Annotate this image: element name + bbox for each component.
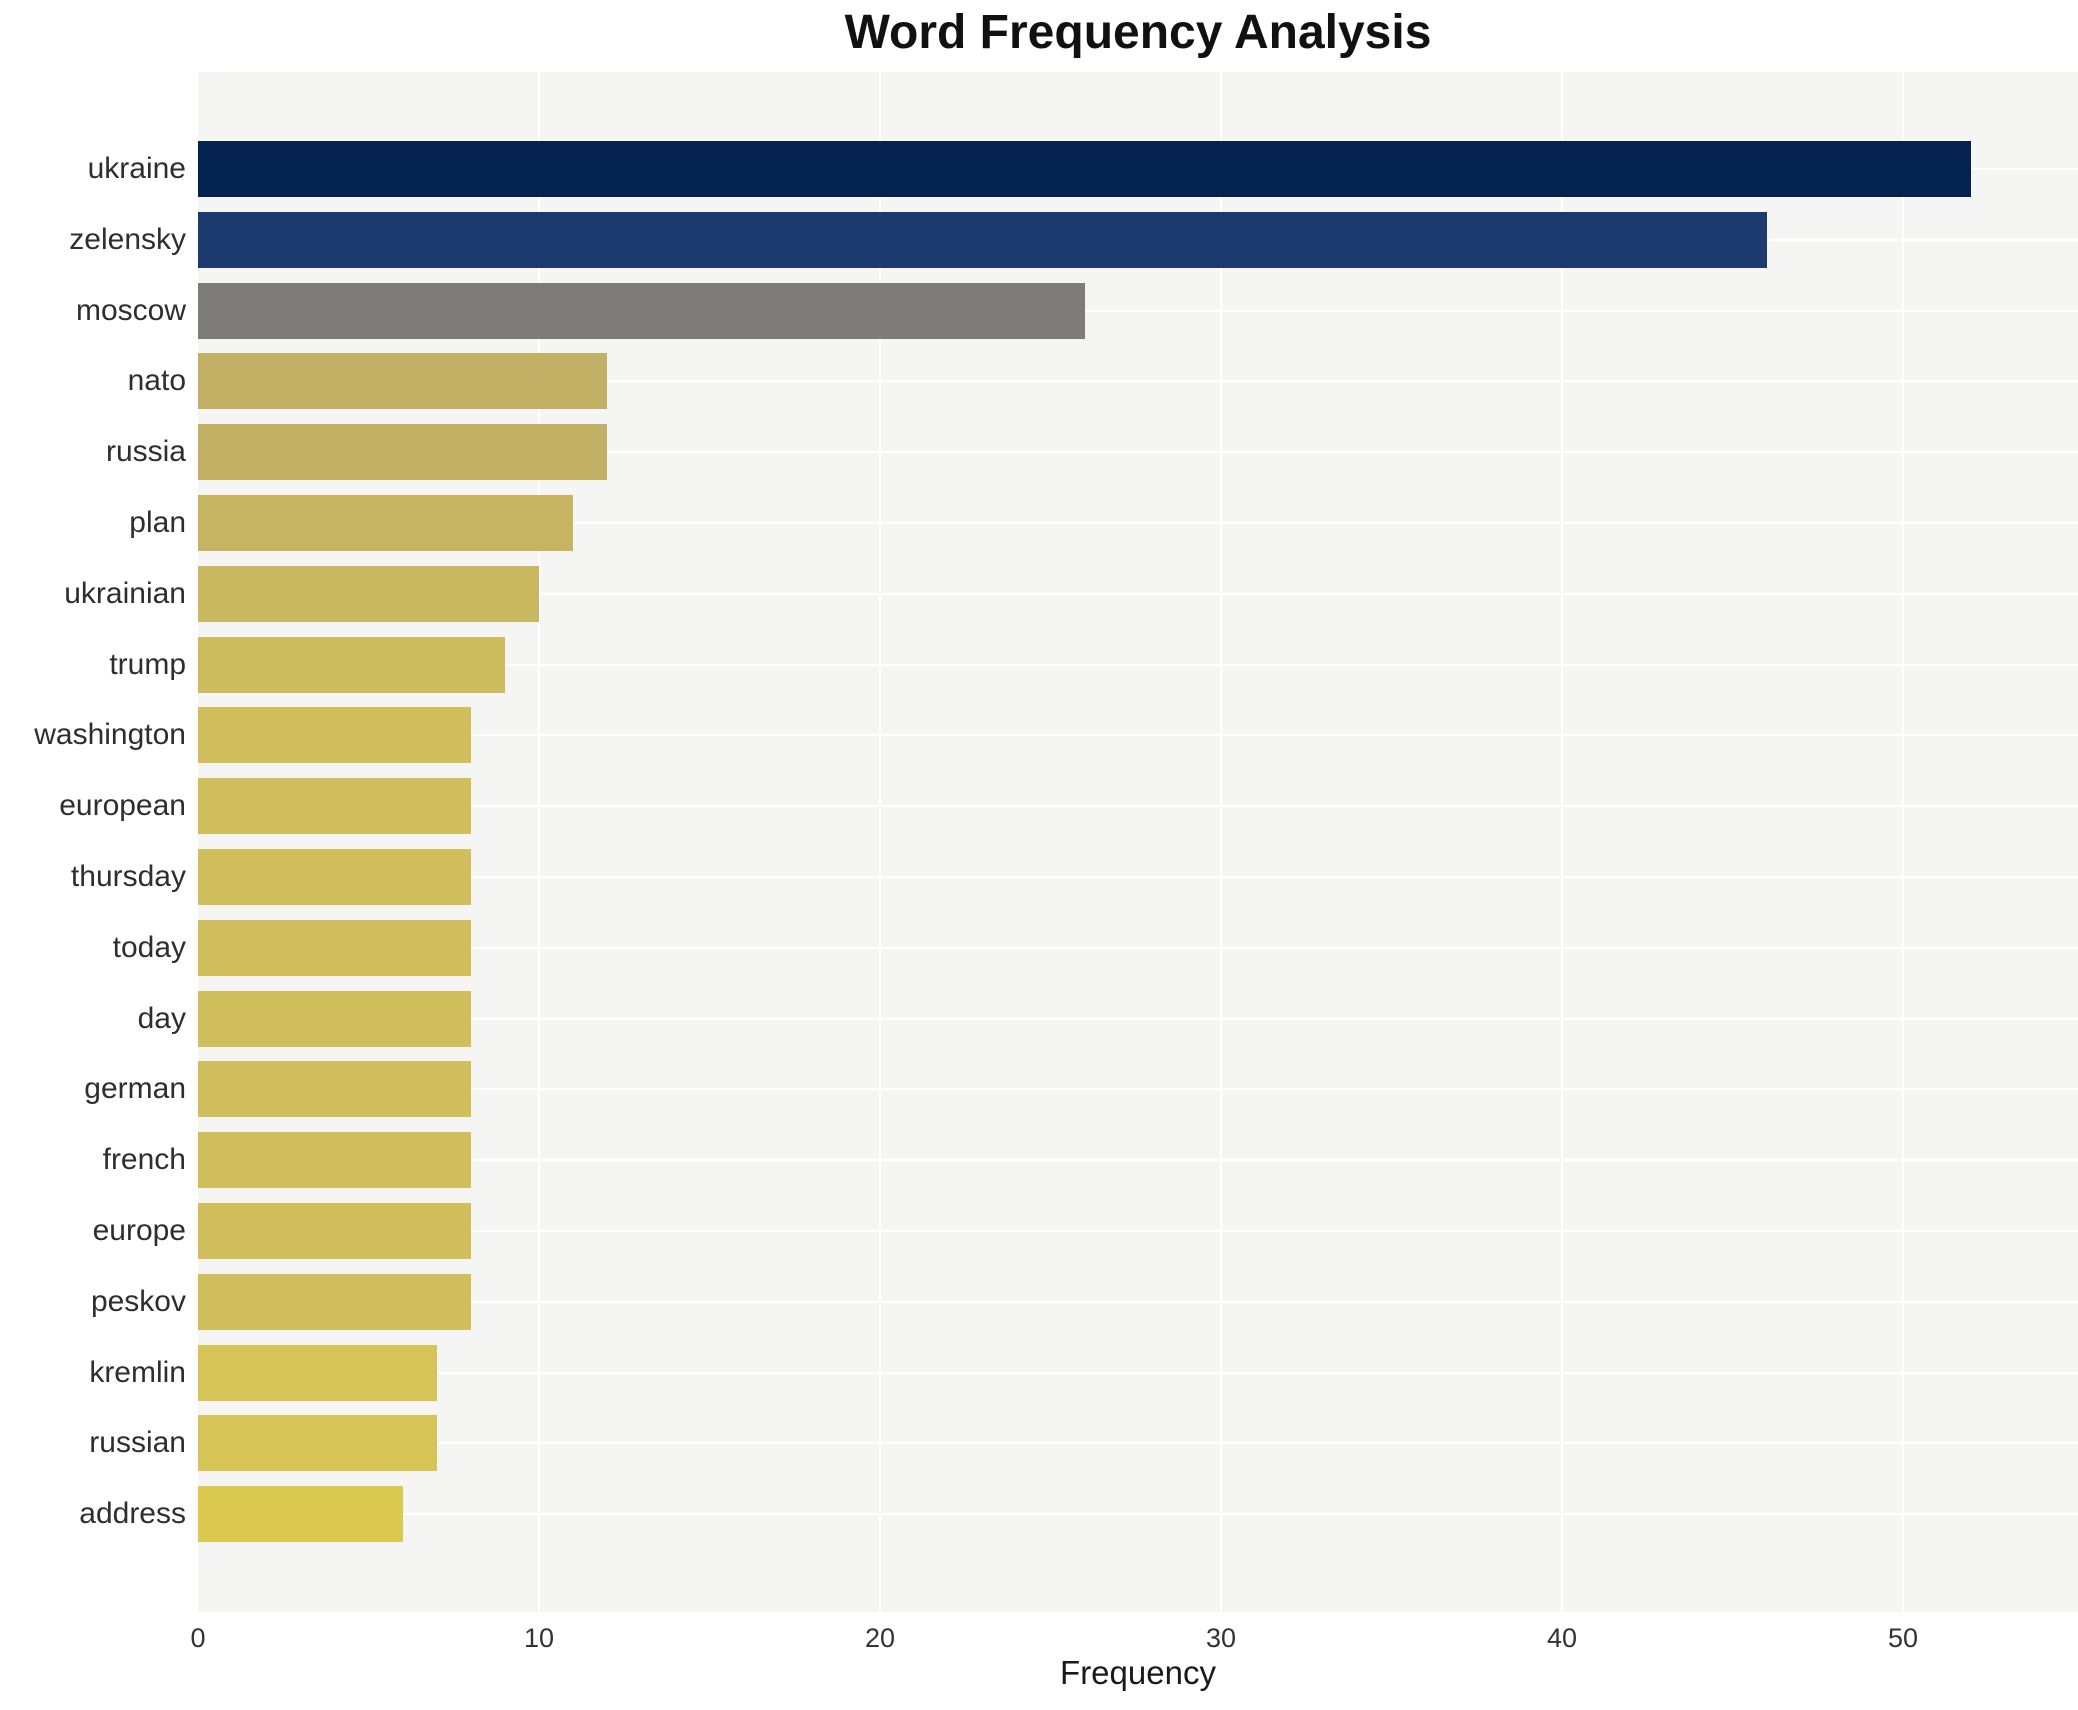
bar-day	[198, 990, 471, 1047]
bar-european	[198, 778, 471, 835]
bar-russia	[198, 424, 608, 481]
h-gridline	[198, 734, 2078, 737]
y-tick-label-russia: russia	[105, 435, 186, 469]
x-tick-label: 10	[523, 1623, 555, 1653]
y-tick-label-washington: washington	[34, 718, 186, 752]
bar-ukrainian	[198, 565, 539, 622]
bar-moscow	[198, 282, 1085, 339]
y-tick-label-zelensky: zelensky	[69, 222, 186, 256]
bar-nato	[198, 353, 608, 410]
y-tick-label-trump: trump	[109, 647, 186, 681]
v-gridline	[1561, 72, 1563, 1612]
y-tick-label-ukrainian: ukrainian	[64, 576, 186, 610]
y-tick-label-plan: plan	[129, 506, 186, 539]
y-tick-label-russian: russian	[89, 1426, 186, 1460]
bar-german	[198, 1061, 471, 1118]
plot-area	[198, 72, 2078, 1612]
h-gridline	[198, 946, 2078, 949]
bar-ukraine	[198, 141, 1972, 197]
h-gridline	[198, 380, 2078, 383]
h-gridline	[198, 805, 2078, 808]
x-axis-title: Frequency	[1060, 1654, 1216, 1691]
bar-thursday	[198, 849, 471, 905]
bar-french	[198, 1132, 471, 1189]
h-gridline	[198, 1371, 2078, 1374]
bar-russian	[198, 1415, 437, 1472]
y-tick-label-peskov: peskov	[90, 1284, 186, 1318]
bar-today	[198, 919, 471, 976]
x-tick-label: 0	[190, 1623, 206, 1653]
h-gridline	[198, 1230, 2078, 1232]
bar-zelensky	[198, 211, 1767, 268]
bar-kremlin	[198, 1344, 437, 1401]
bar-plan	[198, 495, 574, 551]
h-gridline	[198, 592, 2078, 595]
y-tick-label-french: french	[102, 1143, 186, 1177]
h-gridline	[198, 1442, 2078, 1445]
y-tick-label-moscow: moscow	[75, 293, 186, 327]
bar-europe	[198, 1203, 471, 1259]
h-gridline	[198, 1300, 2078, 1303]
h-gridline	[198, 309, 2078, 312]
y-tick-label-kremlin: kremlin	[89, 1355, 186, 1389]
y-tick-label-nato: nato	[127, 364, 186, 398]
y-tick-label-european: european	[59, 789, 186, 823]
x-axis-tick-labels: 0 10 20 30 40 50	[190, 1621, 2078, 1655]
bar-peskov	[198, 1273, 471, 1330]
h-gridline	[198, 451, 2078, 454]
x-tick-label: 30	[1205, 1623, 1237, 1653]
y-tick-label-german: german	[84, 1072, 186, 1106]
bar-washington	[198, 707, 471, 764]
bar-trump	[198, 636, 505, 693]
y-tick-label-europe: europe	[92, 1214, 186, 1247]
y-tick-label-ukraine: ukraine	[87, 152, 186, 185]
h-gridline	[198, 1513, 2078, 1516]
v-gridline	[879, 72, 881, 1612]
y-tick-label-today: today	[112, 930, 186, 964]
y-tick-label-day: day	[137, 1001, 186, 1035]
h-gridline	[198, 1159, 2078, 1162]
h-gridline	[198, 663, 2078, 666]
bar-address	[198, 1486, 403, 1543]
v-gridline	[538, 72, 540, 1612]
x-tick-label: 50	[1887, 1623, 1919, 1653]
h-gridline	[198, 1017, 2078, 1020]
h-gridline	[198, 876, 2078, 878]
x-tick-label: 20	[864, 1623, 896, 1653]
chart-title: Word Frequency Analysis	[844, 6, 1432, 59]
v-gridline	[1220, 72, 1222, 1612]
y-tick-label-address: address	[79, 1497, 186, 1531]
y-axis-labels: ukraine zelensky moscow nato russia plan ukrai…	[0, 72, 186, 1612]
v-gridline	[1902, 72, 1904, 1612]
h-gridline	[198, 1088, 2078, 1091]
h-gridline	[198, 522, 2078, 524]
y-tick-label-thursday: thursday	[70, 860, 186, 893]
x-tick-label: 40	[1546, 1623, 1578, 1653]
